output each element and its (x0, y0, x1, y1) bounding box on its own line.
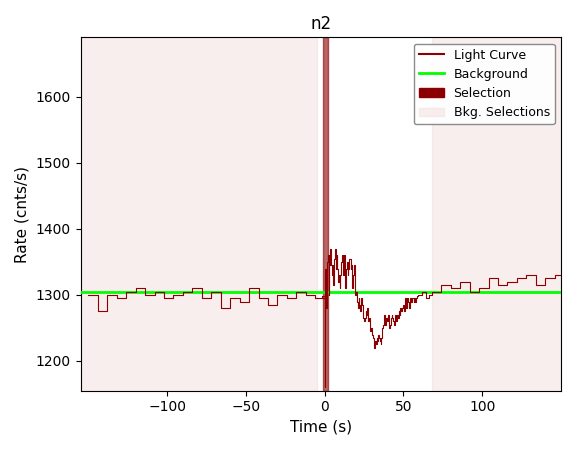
Bar (81, 37, 317, 391)
Legend: Light Curve, Background, Selection, Bkg. Selections: Light Curve, Background, Selection, Bkg.… (414, 44, 555, 124)
Title: n2: n2 (310, 15, 331, 33)
X-axis label: Time (s): Time (s) (290, 420, 352, 435)
Bar (323, 37, 328, 391)
Y-axis label: Rate (cnts/s): Rate (cnts/s) (15, 166, 30, 262)
Bar (432, 37, 569, 391)
